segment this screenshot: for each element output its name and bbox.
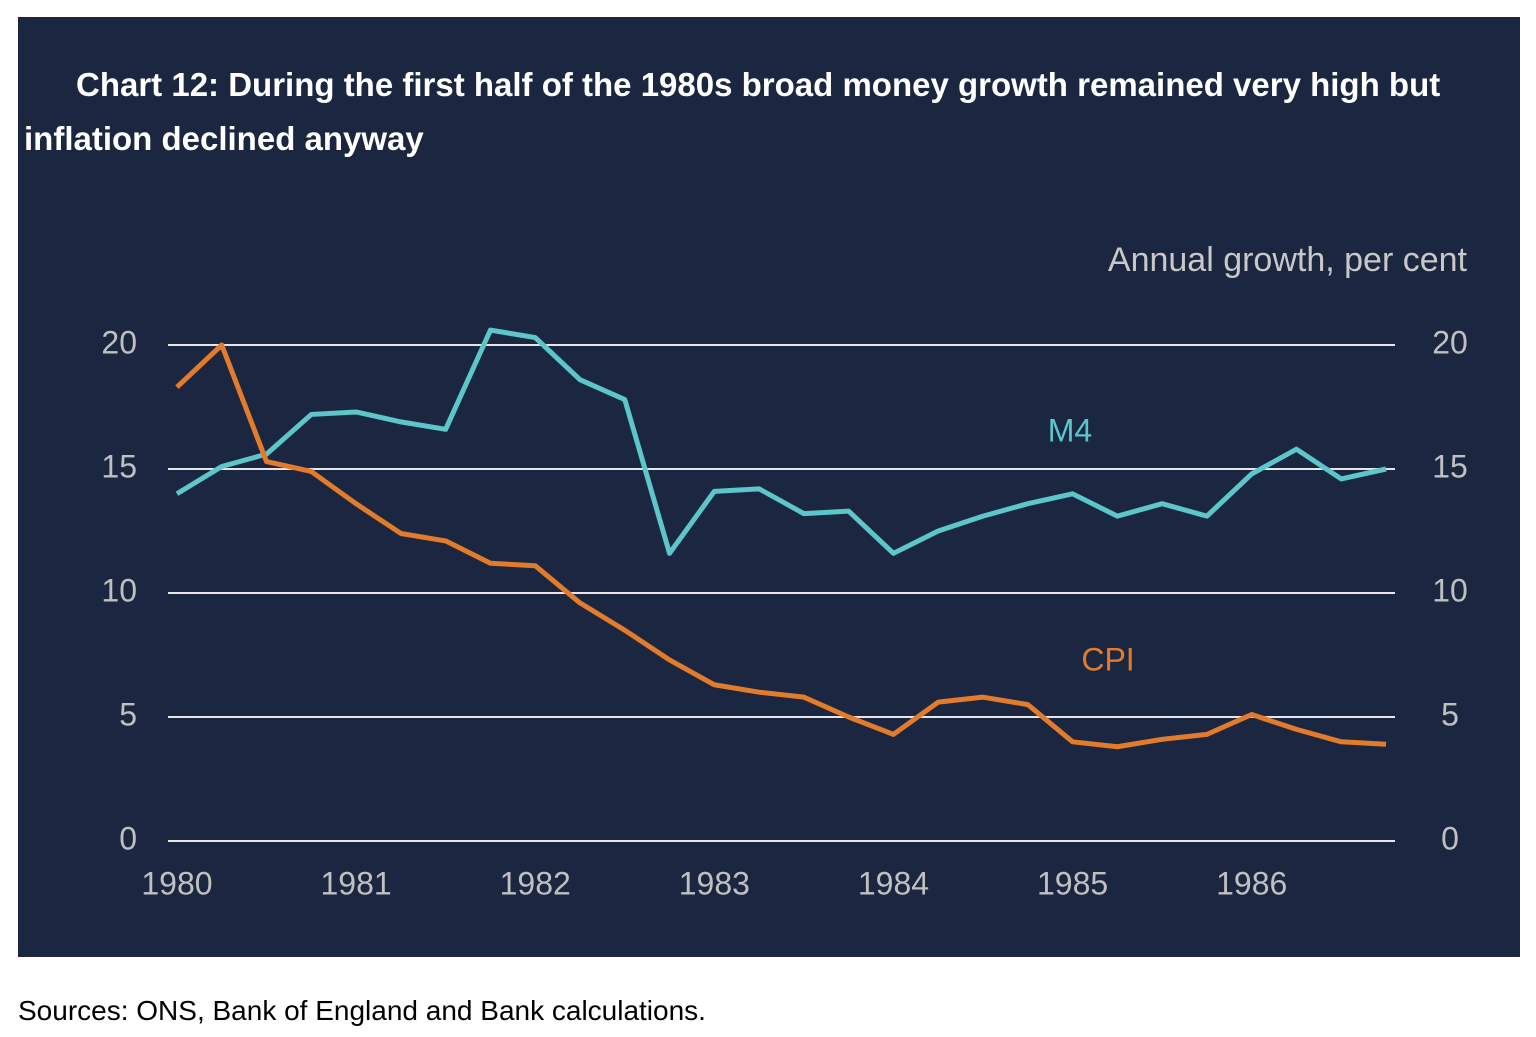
- x-tick-label: 1986: [1216, 865, 1287, 901]
- chart: Annual growth, per cent 0 5 10 15 20 0 5 10 15 20…: [101, 241, 1468, 901]
- y-tick-label: 15: [101, 448, 137, 484]
- chart-panel: [18, 17, 1520, 957]
- y2-tick-label: 20: [1432, 324, 1468, 360]
- y2-tick-label: 0: [1441, 820, 1459, 856]
- y2-tick-label: 15: [1432, 448, 1468, 484]
- x-tick-label: 1985: [1037, 865, 1108, 901]
- x-tick-label: 1984: [858, 865, 929, 901]
- y2-tick-label: 10: [1432, 572, 1468, 608]
- series-label: CPI: [1081, 641, 1134, 677]
- series-label: M4: [1048, 412, 1092, 448]
- x-tick-label: 1983: [679, 865, 750, 901]
- y-tick-label: 5: [119, 696, 137, 732]
- chart-title: Chart 12: During the first half of the 1…: [24, 66, 1441, 157]
- y-tick-label: 0: [119, 820, 137, 856]
- y-tick-label: 10: [101, 572, 137, 608]
- source-note: Sources: ONS, Bank of England and Bank c…: [18, 995, 706, 1026]
- series-line: [175, 342, 1387, 750]
- x-tick-label: 1980: [141, 865, 212, 901]
- y-tick-label: 20: [101, 324, 137, 360]
- y-axis-label: Annual growth, per cent: [1108, 241, 1468, 279]
- y2-tick-label: 5: [1441, 696, 1459, 732]
- x-tick-label: 1982: [500, 865, 571, 901]
- x-tick-label: 1981: [320, 865, 391, 901]
- series-line: [175, 327, 1387, 556]
